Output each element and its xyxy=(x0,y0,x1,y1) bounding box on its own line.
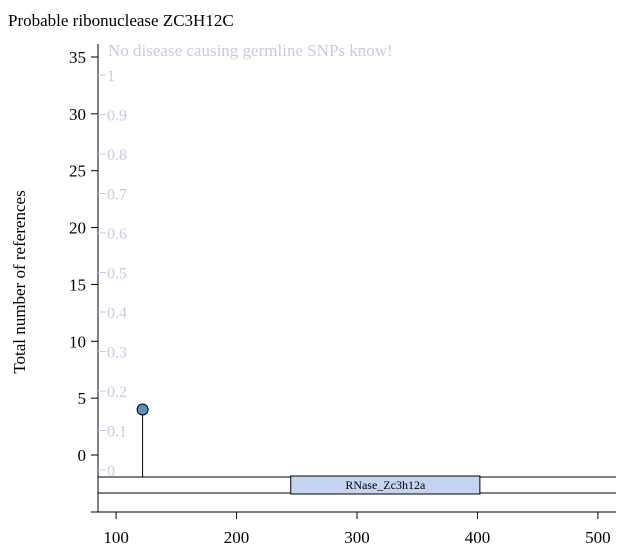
x-tick-label: 200 xyxy=(224,528,250,547)
secondary-tick-label: 0.3 xyxy=(107,345,127,362)
lollipop-point xyxy=(136,403,149,416)
protein-track: RNase_Zc3h12a xyxy=(98,475,616,495)
domain-box xyxy=(290,475,481,495)
secondary-tick-label: 0.8 xyxy=(107,147,127,164)
y-tick-label: 25 xyxy=(69,162,86,181)
x-tick-label: 500 xyxy=(585,528,611,547)
secondary-tick-label: 0.9 xyxy=(107,108,127,125)
y-tick-label: 10 xyxy=(69,332,86,351)
secondary-tick-label: 0.2 xyxy=(107,384,127,401)
y-tick-label: 35 xyxy=(69,48,86,67)
data-marks xyxy=(136,403,149,477)
x-tick-label: 100 xyxy=(103,528,129,547)
secondary-tick-label: 0.4 xyxy=(107,305,127,322)
secondary-tick-label: 0.6 xyxy=(107,226,127,243)
x-tick-label: 300 xyxy=(344,528,370,547)
secondary-tick-label: 0 xyxy=(107,463,115,480)
chart-title: Probable ribonuclease ZC3H12C xyxy=(8,11,234,30)
y-tick-label: 5 xyxy=(78,389,87,408)
x-tick-label: 400 xyxy=(465,528,491,547)
secondary-tick-label: 1 xyxy=(107,68,115,85)
no-snp-annotation: No disease causing germline SNPs know! xyxy=(108,41,393,60)
secondary-tick-label: 0.7 xyxy=(107,187,127,204)
y-tick-label: 0 xyxy=(78,446,87,465)
secondary-axis: 0 0.1 0.2 0.3 0.4 0.5 0.6 0.7 0.8 0.9 1 xyxy=(98,68,127,480)
domain-label: RNase_Zc3h12a xyxy=(345,478,426,492)
y-tick-label: 30 xyxy=(69,105,86,124)
y-tick-label: 20 xyxy=(69,219,86,238)
secondary-tick-label: 0.5 xyxy=(107,266,127,283)
secondary-tick-label: 0.1 xyxy=(107,424,127,441)
y-tick-label: 15 xyxy=(69,275,86,294)
y-axis-label: Total number of references xyxy=(10,190,29,373)
